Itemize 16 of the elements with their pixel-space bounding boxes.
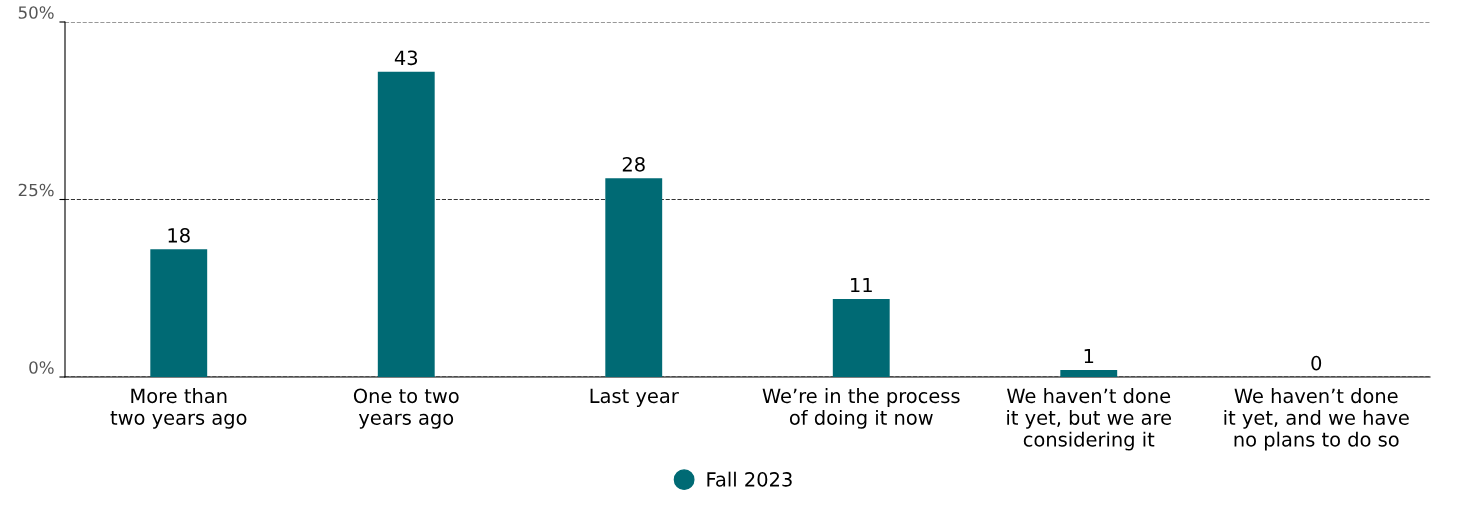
- y-tick-label: 50%: [18, 6, 54, 19]
- x-tick-label: More than two years ago: [110, 388, 247, 429]
- x-tick-label: We haven’t done it yet, but we are considering it: [1007, 388, 1172, 451]
- data-label: 11: [851, 277, 872, 293]
- data-label: 0: [1311, 355, 1322, 371]
- data-label: 18: [168, 227, 190, 243]
- x-tick-label: Last year: [590, 388, 679, 407]
- x-tick-label: We’re in the process of doing it now: [762, 388, 960, 429]
- x-tick-label: We haven’t done it yet, and we have no plans to do so: [1224, 388, 1409, 451]
- y-tick-label: 25%: [18, 183, 54, 197]
- x-tick-label: One to two years ago: [353, 388, 459, 429]
- data-label: 43: [394, 50, 418, 66]
- data-label: 28: [622, 156, 645, 172]
- data-label: 1: [1084, 348, 1094, 364]
- legend-label: Fall 2023: [707, 471, 792, 487]
- y-tick-label: 0%: [29, 361, 54, 374]
